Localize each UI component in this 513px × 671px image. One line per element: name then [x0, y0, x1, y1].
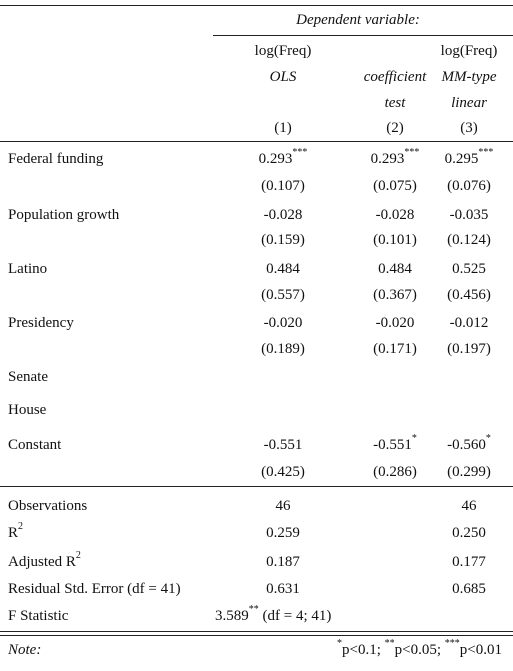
row-label-latino: Latino: [8, 261, 48, 277]
se-cell: (0.101): [373, 232, 417, 248]
f-statistic-value: 3.589** (df = 4; 41): [215, 604, 332, 625]
stat-value: 0.250: [452, 525, 486, 541]
bottom-double-rule: [0, 631, 513, 636]
stat-value: 0.259: [266, 525, 300, 541]
coef-cell: -0.028: [263, 207, 303, 223]
significance-stars: *: [485, 433, 491, 444]
coef-cell: 0.293***: [258, 147, 308, 168]
stat-label-r2: R2: [8, 521, 24, 542]
dependent-variable-label: Dependent variable:: [296, 12, 420, 28]
top-rule: [0, 5, 513, 6]
stat-label-adjusted-r2: Adjusted R2: [8, 550, 81, 571]
col3-method-line2: linear: [451, 95, 487, 111]
significance-note: *p<0.1; **p<0.05; ***p<0.01: [337, 638, 502, 659]
se-cell: (0.189): [261, 341, 305, 357]
se-cell: (0.367): [373, 287, 417, 303]
coef-cell: 0.295***: [444, 147, 494, 168]
stat-label-observations: Observations: [8, 498, 88, 514]
coef-cell: 0.293***: [370, 147, 420, 168]
col-number-3: (3): [460, 120, 478, 136]
se-cell: (0.456): [447, 287, 491, 303]
stat-value: 0.187: [266, 554, 300, 570]
coef-cell: -0.560*: [447, 433, 491, 454]
stat-value: 0.685: [452, 581, 486, 597]
coef-cell: -0.020: [263, 315, 303, 331]
col2-method-line1: coefficient: [363, 69, 427, 85]
stat-value: 46: [461, 498, 477, 514]
row-label-federal-funding: Federal funding: [8, 151, 104, 167]
col1-method: OLS: [269, 69, 297, 85]
se-cell: (0.557): [261, 287, 305, 303]
header-rule: [0, 141, 513, 142]
coef-cell: -0.012: [449, 315, 489, 331]
col3-variable: log(Freq): [440, 43, 498, 59]
row-label-house: House: [8, 402, 47, 418]
stat-label-f-statistic: F Statistic: [8, 608, 69, 624]
se-cell: (0.075): [373, 178, 417, 194]
coef-cell: 0.484: [378, 261, 412, 277]
coef-cell: -0.028: [375, 207, 415, 223]
se-cell: (0.425): [261, 464, 305, 480]
significance-stars: ***: [478, 147, 494, 158]
significance-stars: ***: [292, 147, 308, 158]
se-cell: (0.159): [261, 232, 305, 248]
stats-rule: [0, 486, 513, 487]
stat-value: 0.177: [452, 554, 486, 570]
coef-cell: -0.035: [449, 207, 489, 223]
coef-cell: -0.551: [263, 437, 303, 453]
coef-cell: -0.551*: [373, 433, 417, 454]
se-cell: (0.299): [447, 464, 491, 480]
dependent-variable-underline: [213, 35, 513, 36]
significance-stars: **: [248, 604, 259, 615]
significance-stars: ***: [404, 147, 420, 158]
col-number-1: (1): [274, 120, 292, 136]
se-cell: (0.286): [373, 464, 417, 480]
row-label-presidency: Presidency: [8, 315, 74, 331]
se-cell: (0.076): [447, 178, 491, 194]
row-label-population-growth: Population growth: [8, 207, 120, 223]
stat-value: 0.631: [266, 581, 300, 597]
significance-stars: *: [411, 433, 417, 444]
col2-method-line2: test: [384, 95, 406, 111]
se-cell: (0.197): [447, 341, 491, 357]
stat-label-rse: Residual Std. Error (df = 41): [8, 581, 181, 597]
coef-cell: 0.525: [452, 261, 486, 277]
se-cell: (0.171): [373, 341, 417, 357]
coef-cell: 0.484: [266, 261, 300, 277]
stat-value: 46: [275, 498, 291, 514]
se-cell: (0.124): [447, 232, 491, 248]
coef-cell: -0.020: [375, 315, 415, 331]
col-number-2: (2): [386, 120, 404, 136]
col1-variable: log(Freq): [254, 43, 312, 59]
col3-method-line1: MM-type: [441, 69, 497, 85]
se-cell: (0.107): [261, 178, 305, 194]
note-label: Note:: [8, 642, 42, 658]
row-label-senate: Senate: [8, 369, 48, 385]
row-label-constant: Constant: [8, 437, 62, 453]
